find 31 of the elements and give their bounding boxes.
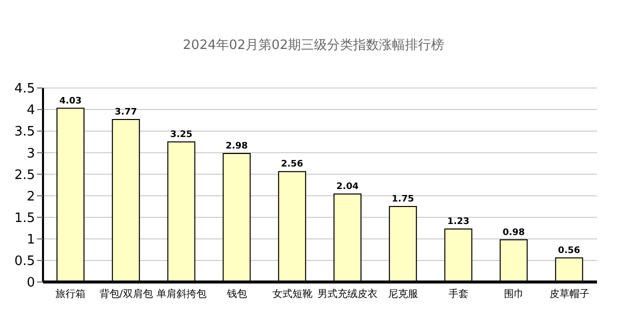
x-tick-label: 旅行箱: [56, 288, 86, 300]
data-label: 0.56: [558, 246, 580, 256]
y-tick-label: 4: [26, 103, 35, 118]
data-label: 3.77: [114, 107, 138, 118]
x-tick-label: 男式充绒皮衣: [318, 288, 378, 300]
x-tick-label: 手套: [448, 288, 468, 300]
y-tick-label: 3.5: [14, 124, 35, 140]
y-tick-label: 1: [26, 232, 35, 248]
y-tick-label: 1.5: [14, 210, 35, 226]
x-tick-label: 围巾: [504, 288, 524, 300]
x-tick-label: 背包/双肩包: [99, 288, 153, 300]
data-label: 4.03: [59, 96, 82, 106]
x-tick-label: 钱包: [226, 288, 247, 300]
y-tick-label: 4.5: [14, 82, 35, 97]
data-label: 2.56: [280, 160, 304, 170]
y-tick-label: 2: [26, 189, 35, 204]
data-label: 2.98: [226, 142, 248, 152]
data-label: 2.04: [336, 182, 359, 192]
data-label: 3.25: [170, 130, 192, 140]
x-tick-label: 单肩斜挎包: [156, 288, 206, 300]
x-tick-label: 女式短靴: [272, 288, 312, 300]
y-tick-label: 3: [26, 146, 35, 162]
y-tick-label: 0: [26, 276, 35, 291]
y-tick-label: 2.5: [14, 168, 35, 183]
data-label: 1.75: [392, 194, 414, 205]
data-label: 1.23: [447, 216, 470, 227]
x-tick-label: 皮草帽子: [549, 288, 590, 300]
chart-title: 2024年02月第02期三级分类指数涨幅排行榜: [182, 37, 446, 54]
y-tick-label: 0.5: [14, 254, 35, 270]
x-tick-label: 尼克服: [388, 288, 418, 300]
data-label: 0.98: [502, 228, 525, 238]
